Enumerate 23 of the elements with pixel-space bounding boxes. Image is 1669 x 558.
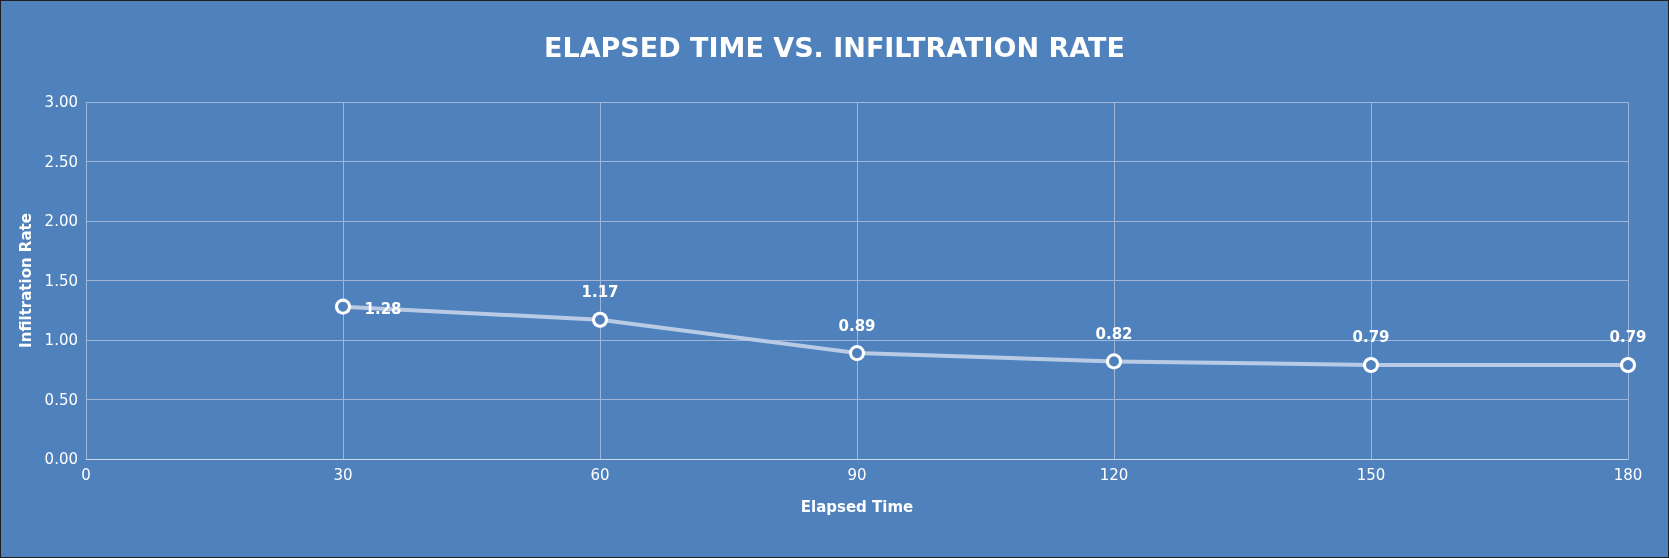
x-tick-label: 120 (1099, 465, 1129, 484)
x-tick-label: 150 (1356, 465, 1386, 484)
data-label: 1.17 (581, 283, 619, 302)
x-tick-label: 0 (81, 465, 91, 484)
y-tick-label: 2.00 (44, 212, 78, 230)
x-tick-label: 180 (1613, 465, 1643, 484)
y-axis-title: Infiltration Rate (17, 213, 36, 348)
x-tick-label: 90 (847, 465, 867, 484)
data-label: 1.28 (364, 300, 402, 319)
y-tick-label: 1.00 (44, 331, 78, 349)
y-tick-label: 3.00 (44, 93, 78, 111)
data-label: 0.79 (1352, 328, 1390, 347)
y-tick-label: 2.50 (44, 152, 78, 171)
data-label: 0.79 (1609, 328, 1647, 347)
chart-title: ELAPSED TIME VS. INFILTRATION RATE (544, 32, 1125, 63)
x-axis-title: Elapsed Time (800, 497, 914, 516)
x-tick-label: 30 (333, 465, 353, 484)
y-tick-label: 1.50 (44, 271, 78, 290)
x-tick-label: 60 (590, 465, 610, 484)
data-label: 0.89 (838, 316, 876, 335)
data-label: 0.82 (1095, 324, 1133, 343)
y-tick-label: 0.50 (44, 390, 78, 409)
y-tick-label: 0.00 (44, 450, 78, 468)
